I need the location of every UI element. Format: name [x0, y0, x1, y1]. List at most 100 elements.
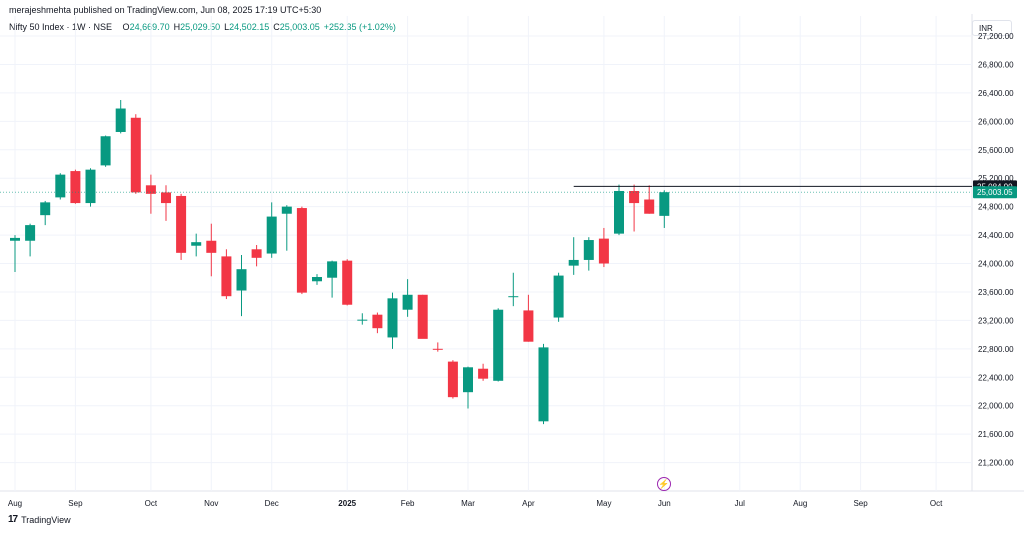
- candle-up: [493, 308, 504, 382]
- tradingview-brand: TradingView: [21, 514, 71, 525]
- candle-down: [478, 363, 489, 381]
- y-tick-label: 24,800.00: [978, 203, 1014, 212]
- candle-up: [553, 272, 564, 322]
- candle-down: [432, 342, 443, 352]
- candle-up: [10, 235, 20, 273]
- candle-up: [327, 260, 338, 298]
- candle-body: [342, 260, 353, 305]
- y-tick-label: 26,800.00: [978, 60, 1014, 69]
- y-tick-label: 25,200.00: [978, 174, 1014, 183]
- candle-body: [266, 216, 277, 254]
- candle-body: [629, 190, 640, 204]
- y-tick-label: 27,200.00: [978, 32, 1014, 41]
- candle-body: [85, 169, 96, 204]
- candle-body: [312, 277, 322, 282]
- candle-body: [221, 256, 232, 297]
- candle-up: [266, 202, 277, 258]
- candle-body: [447, 361, 458, 398]
- y-tick-label: 21,200.00: [978, 459, 1014, 468]
- candle-body: [644, 199, 655, 214]
- y-tick-label: 23,600.00: [978, 288, 1014, 297]
- candle-body: [55, 174, 66, 198]
- y-tick-label: 26,000.00: [978, 117, 1014, 126]
- candle-down: [70, 169, 81, 204]
- lightning-icon[interactable]: ⚡: [657, 477, 671, 491]
- candle-body: [372, 314, 383, 329]
- candle-body: [327, 261, 338, 278]
- candle-body: [493, 309, 504, 381]
- ohlc-item: H25,029.50: [173, 22, 221, 32]
- candle-body: [598, 238, 609, 264]
- y-tick-label: 24,400.00: [978, 231, 1014, 240]
- grid-lines: [0, 14, 1024, 492]
- ohlc-item: L24,502.15: [224, 22, 270, 32]
- x-tick-label: Aug: [8, 499, 22, 508]
- x-tick-label: Nov: [204, 499, 218, 508]
- y-tick-label: 24,000.00: [978, 260, 1014, 269]
- candle-down: [629, 184, 640, 232]
- candle-body: [176, 195, 187, 253]
- x-tick-label: Oct: [145, 499, 158, 508]
- x-tick-label: Apr: [522, 499, 535, 508]
- x-tick-label: Feb: [401, 499, 415, 508]
- candle-down: [161, 185, 171, 221]
- candle-down: [251, 245, 262, 267]
- candle-body: [145, 185, 156, 194]
- candle-down: [296, 206, 307, 295]
- candle-up: [387, 292, 398, 349]
- candle-up: [115, 99, 126, 134]
- tradingview-footer: 17 TradingView: [8, 514, 71, 525]
- ohlc-legend: Nifty 50 Index · 1W · NSE O24,669.70 H25,…: [9, 22, 396, 32]
- price-line-label: 25,003.05: [977, 188, 1013, 197]
- candle-down: [598, 227, 609, 268]
- candle-body: [432, 348, 443, 350]
- candle-body: [508, 296, 519, 298]
- candle-body: [206, 240, 217, 253]
- x-tick-label: 2025: [338, 499, 356, 508]
- y-tick-label: 25,600.00: [978, 146, 1014, 155]
- candle-body: [40, 202, 51, 216]
- candle-body: [130, 117, 141, 193]
- candle-up: [312, 274, 322, 285]
- ohlc-item: C25,003.05: [273, 22, 320, 32]
- candle-up: [40, 200, 51, 226]
- current-price-badge: [973, 186, 1017, 199]
- ohlc-item: +252.35 (+1.02%): [323, 22, 396, 32]
- candle-down: [523, 294, 534, 342]
- publish-info: merajeshmehta published on TradingView.c…: [9, 5, 322, 15]
- x-tick-label: Aug: [793, 499, 807, 508]
- candle-down: [447, 360, 458, 399]
- candles: [10, 99, 670, 425]
- candle-body: [568, 259, 579, 266]
- candle-down: [176, 193, 187, 260]
- ohlc-values: O24,669.70 H25,029.50 L24,502.15 C25,003.05…: [115, 22, 396, 32]
- candle-body: [614, 190, 624, 234]
- y-tick-label: 26,400.00: [978, 89, 1014, 98]
- symbol-label[interactable]: Nifty 50 Index · 1W · NSE: [9, 22, 113, 32]
- candle-body: [659, 192, 670, 216]
- candle-body: [70, 171, 81, 204]
- candle-body: [115, 108, 126, 132]
- y-tick-label: 22,400.00: [978, 373, 1014, 382]
- candle-body: [100, 136, 111, 166]
- candle-down: [206, 223, 217, 277]
- candle-body: [10, 237, 20, 241]
- y-tick-label: 23,200.00: [978, 316, 1014, 325]
- x-tick-label: May: [596, 499, 611, 508]
- candle-down: [372, 312, 383, 334]
- x-tick-label: Dec: [265, 499, 279, 508]
- candle-body: [251, 249, 262, 258]
- candle-body: [387, 298, 398, 338]
- candle-down: [342, 259, 353, 306]
- candle-up: [55, 173, 66, 200]
- time-axis[interactable]: Aug Sep Oct Nov Dec 2025 Feb Mar Apr May Jun Jul Aug…: [8, 499, 943, 508]
- candle-up: [614, 184, 624, 236]
- price-axis[interactable]: 21,200.00 21,600.00 22,000.00 22,400.00 22,8…: [978, 32, 1014, 468]
- candle-up: [357, 313, 368, 325]
- tradingview-logo-icon: 17: [8, 514, 18, 525]
- candle-down: [221, 249, 232, 300]
- candle-body: [191, 242, 202, 246]
- candle-body: [478, 368, 489, 379]
- candle-up: [100, 135, 111, 167]
